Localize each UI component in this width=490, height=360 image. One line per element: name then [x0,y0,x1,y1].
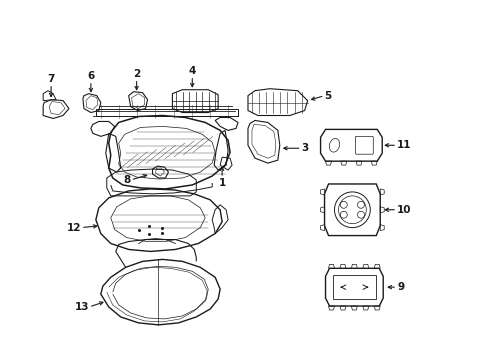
Text: 9: 9 [397,282,404,292]
Text: 10: 10 [397,205,412,215]
Text: 3: 3 [302,143,309,153]
Text: 4: 4 [189,66,196,76]
Text: 13: 13 [74,302,89,312]
Text: 5: 5 [324,91,332,101]
Text: 8: 8 [123,175,131,185]
Text: 1: 1 [219,178,226,188]
Text: 7: 7 [48,74,55,84]
Text: 12: 12 [67,222,81,233]
Text: 11: 11 [397,140,412,150]
Text: 2: 2 [133,69,140,79]
Text: 6: 6 [87,71,95,81]
